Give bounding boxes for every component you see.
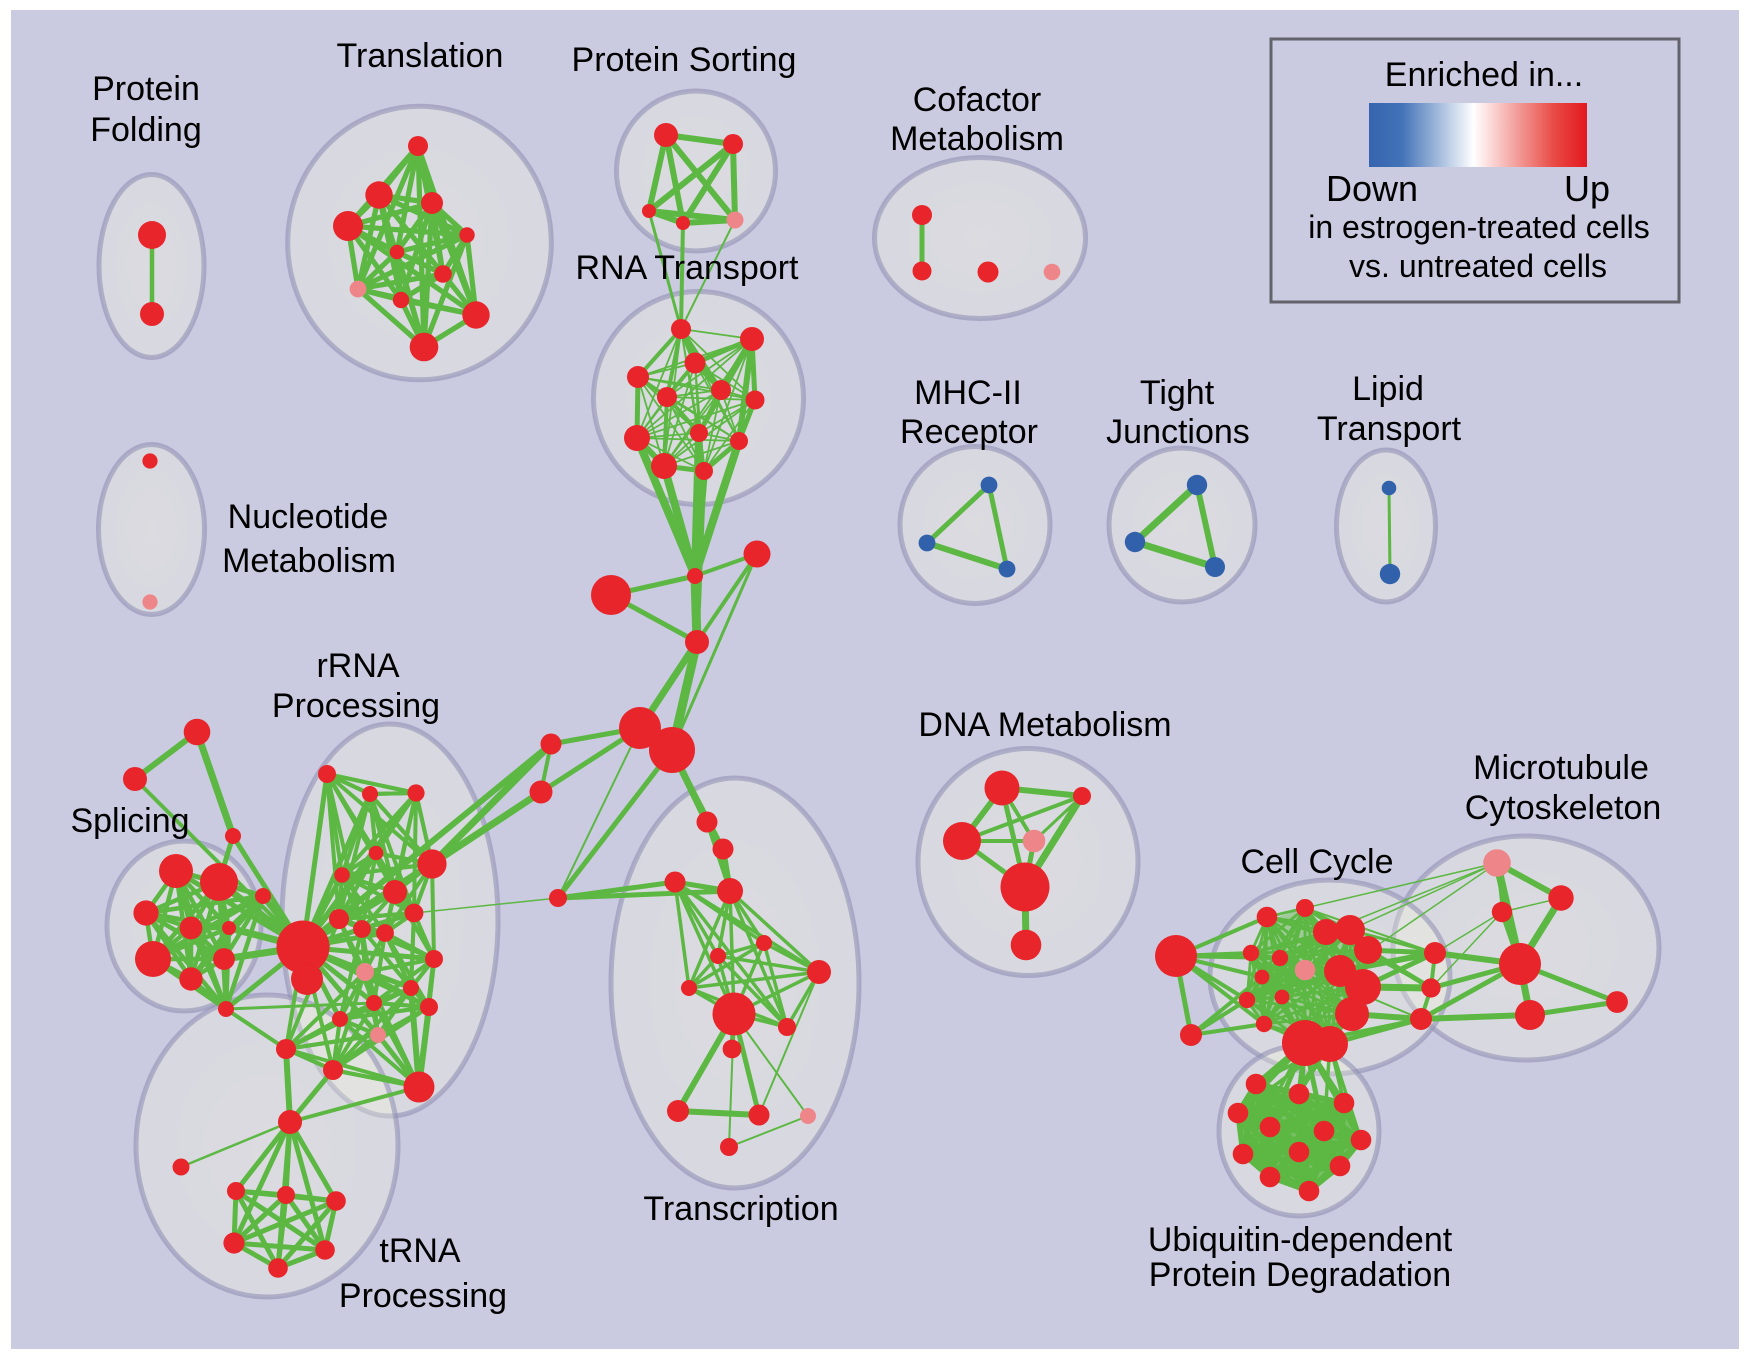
svg-text:Processing: Processing bbox=[272, 687, 440, 725]
svg-text:Transport: Transport bbox=[1317, 410, 1462, 448]
svg-text:Transcription: Transcription bbox=[643, 1190, 838, 1228]
svg-text:Lipid: Lipid bbox=[1352, 370, 1424, 408]
svg-text:tRNA: tRNA bbox=[379, 1232, 461, 1270]
svg-text:Receptor: Receptor bbox=[900, 413, 1038, 451]
svg-text:DNA Metabolism: DNA Metabolism bbox=[918, 706, 1171, 744]
svg-text:vs. untreated cells: vs. untreated cells bbox=[1349, 248, 1607, 284]
svg-text:Nucleotide: Nucleotide bbox=[228, 498, 389, 536]
svg-text:Enriched in...: Enriched in... bbox=[1385, 56, 1583, 94]
svg-text:Cytoskeleton: Cytoskeleton bbox=[1465, 789, 1662, 827]
svg-text:Cell Cycle: Cell Cycle bbox=[1240, 843, 1393, 881]
svg-text:Folding: Folding bbox=[90, 111, 202, 149]
svg-text:Processing: Processing bbox=[339, 1277, 507, 1315]
svg-text:Cofactor: Cofactor bbox=[913, 81, 1042, 119]
svg-text:Down: Down bbox=[1326, 168, 1418, 209]
svg-text:RNA Transport: RNA Transport bbox=[576, 249, 800, 287]
svg-text:Protein: Protein bbox=[92, 70, 200, 108]
svg-text:Protein Sorting: Protein Sorting bbox=[572, 41, 797, 79]
svg-text:Translation: Translation bbox=[337, 37, 504, 75]
svg-text:rRNA: rRNA bbox=[316, 647, 399, 685]
svg-text:Junctions: Junctions bbox=[1106, 413, 1250, 451]
svg-text:Metabolism: Metabolism bbox=[222, 542, 396, 580]
svg-text:in estrogen-treated cells: in estrogen-treated cells bbox=[1308, 209, 1650, 245]
svg-text:Up: Up bbox=[1564, 168, 1610, 209]
svg-text:Protein Degradation: Protein Degradation bbox=[1149, 1256, 1451, 1294]
svg-text:Microtubule: Microtubule bbox=[1473, 749, 1649, 787]
svg-text:Tight: Tight bbox=[1140, 374, 1215, 412]
svg-text:Ubiquitin-dependent: Ubiquitin-dependent bbox=[1148, 1221, 1453, 1259]
svg-text:Splicing: Splicing bbox=[70, 802, 189, 840]
svg-text:Metabolism: Metabolism bbox=[890, 120, 1064, 158]
svg-text:MHC-II: MHC-II bbox=[914, 374, 1022, 412]
